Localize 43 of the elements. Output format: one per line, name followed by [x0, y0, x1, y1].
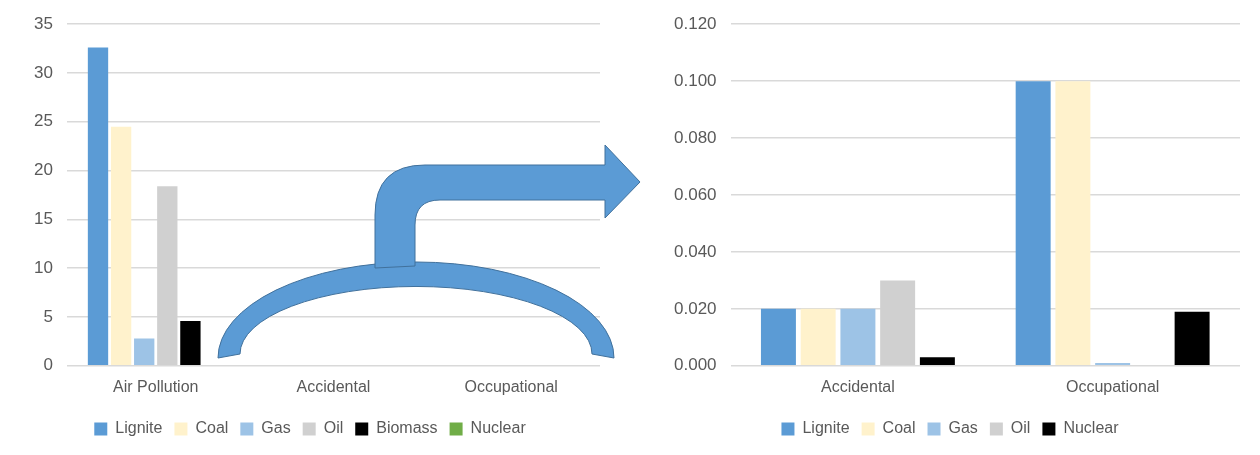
bar — [760, 308, 796, 366]
bar — [1015, 81, 1051, 366]
bar — [840, 308, 876, 366]
y-tick-label: 35 — [33, 13, 53, 33]
legend-label: Nuclear — [1063, 419, 1120, 437]
legend-label: Gas — [948, 419, 978, 437]
bar — [800, 308, 836, 366]
y-tick-label: 0.020 — [673, 298, 717, 318]
y-tick-label: 0.120 — [673, 13, 717, 33]
bar — [1095, 362, 1131, 366]
y-tick-label: 0.000 — [673, 355, 717, 375]
bar — [134, 338, 155, 366]
x-tick-label: Accidental — [296, 377, 371, 395]
x-tick-label: Air Pollution — [113, 377, 199, 395]
y-tick-label: 30 — [33, 62, 53, 82]
y-tick-label: 0 — [43, 355, 53, 375]
bar — [110, 126, 132, 366]
legend-label: Coal — [195, 419, 229, 437]
legend-label: Coal — [882, 419, 916, 437]
legend-label: Lignite — [802, 419, 850, 437]
legend-label: Oil — [323, 419, 344, 437]
x-tick-label: Occupational — [464, 377, 558, 395]
x-tick-label: Occupational — [1065, 377, 1160, 395]
x-tick-label: Accidental — [820, 377, 895, 395]
legend-label: Oil — [1010, 419, 1031, 437]
bar — [180, 320, 201, 366]
bar — [1055, 81, 1091, 366]
bar — [87, 47, 109, 366]
y-tick-label: 0.100 — [673, 70, 717, 90]
y-tick-label: 15 — [33, 209, 53, 229]
legend-label: Biomass — [376, 419, 438, 437]
bar — [1174, 311, 1210, 366]
legend-label: Lignite — [115, 419, 163, 437]
y-tick-label: 10 — [33, 257, 53, 277]
y-tick-label: 20 — [33, 160, 53, 180]
y-tick-label: 25 — [33, 111, 53, 131]
y-tick-label: 0.080 — [673, 127, 717, 147]
bar — [919, 357, 955, 366]
y-tick-label: 0.060 — [673, 184, 717, 204]
y-tick-label: 5 — [43, 306, 53, 326]
legend-label: Nuclear — [470, 419, 527, 437]
legend-label: Gas — [261, 419, 291, 437]
y-tick-label: 0.040 — [673, 241, 717, 261]
